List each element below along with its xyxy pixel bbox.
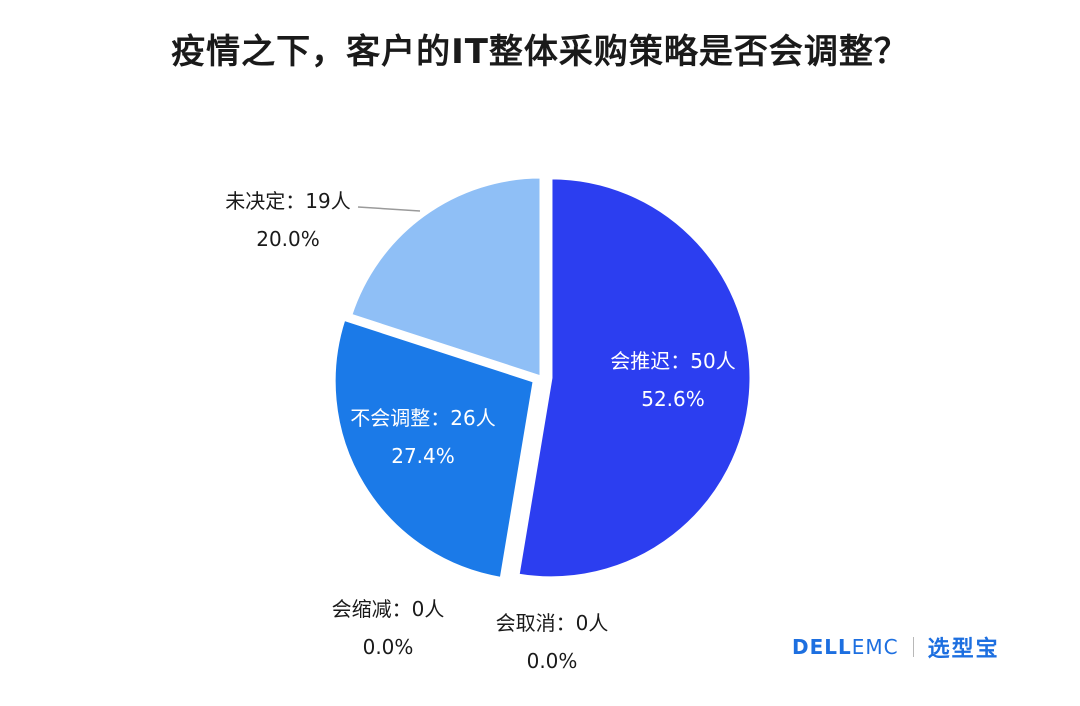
label-quxiao-percent: 0.0% [526,649,578,673]
label-weijueding-text: 未决定：19人 [225,189,351,213]
label-suojian: 会缩减：0人 0.0% [308,590,468,666]
pie-slice-tuichi [516,176,753,580]
brand-logo: DELL EMC 选型宝 [792,630,1000,664]
xuanxingbao-logo: 选型宝 [927,637,1000,662]
label-quxiao: 会取消：0人 0.0% [472,604,632,680]
label-weijueding-percent: 20.0% [256,227,320,251]
label-tuichi-percent: 52.6% [641,387,705,411]
label-weijueding: 未决定：19人 20.0% [198,182,378,258]
chart-title: 疫情之下，客户的IT整体采购策略是否会调整？ [171,32,909,72]
label-buhui-text: 不会调整：26人 [350,406,496,430]
leader-line-weijueding [357,206,421,212]
label-buhui: 不会调整：26人 27.4% [328,399,518,475]
label-tuichi-text: 会推迟：50人 [610,349,736,373]
pie-slice-buhui [332,317,536,581]
label-buhui-percent: 27.4% [391,444,455,468]
label-quxiao-text: 会取消：0人 [495,611,609,635]
brand-divider [912,637,914,657]
label-suojian-percent: 0.0% [362,635,414,659]
pie-slice-weijueding [348,175,543,380]
label-tuichi: 会推迟：50人 52.6% [588,342,758,418]
emc-logo: EMC [851,635,899,659]
label-suojian-text: 会缩减：0人 [331,597,445,621]
dell-logo: DELL [792,635,852,659]
